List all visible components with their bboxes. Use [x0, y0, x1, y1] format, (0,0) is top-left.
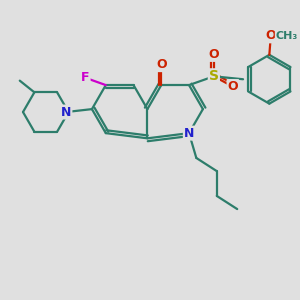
Text: N: N	[61, 106, 71, 118]
Text: O: O	[208, 48, 219, 61]
Text: N: N	[184, 127, 194, 140]
Text: O: O	[227, 80, 238, 93]
Text: CH₃: CH₃	[276, 31, 298, 41]
Text: F: F	[81, 71, 90, 84]
Text: S: S	[209, 69, 219, 83]
Text: O: O	[266, 29, 276, 42]
Text: O: O	[156, 58, 166, 71]
